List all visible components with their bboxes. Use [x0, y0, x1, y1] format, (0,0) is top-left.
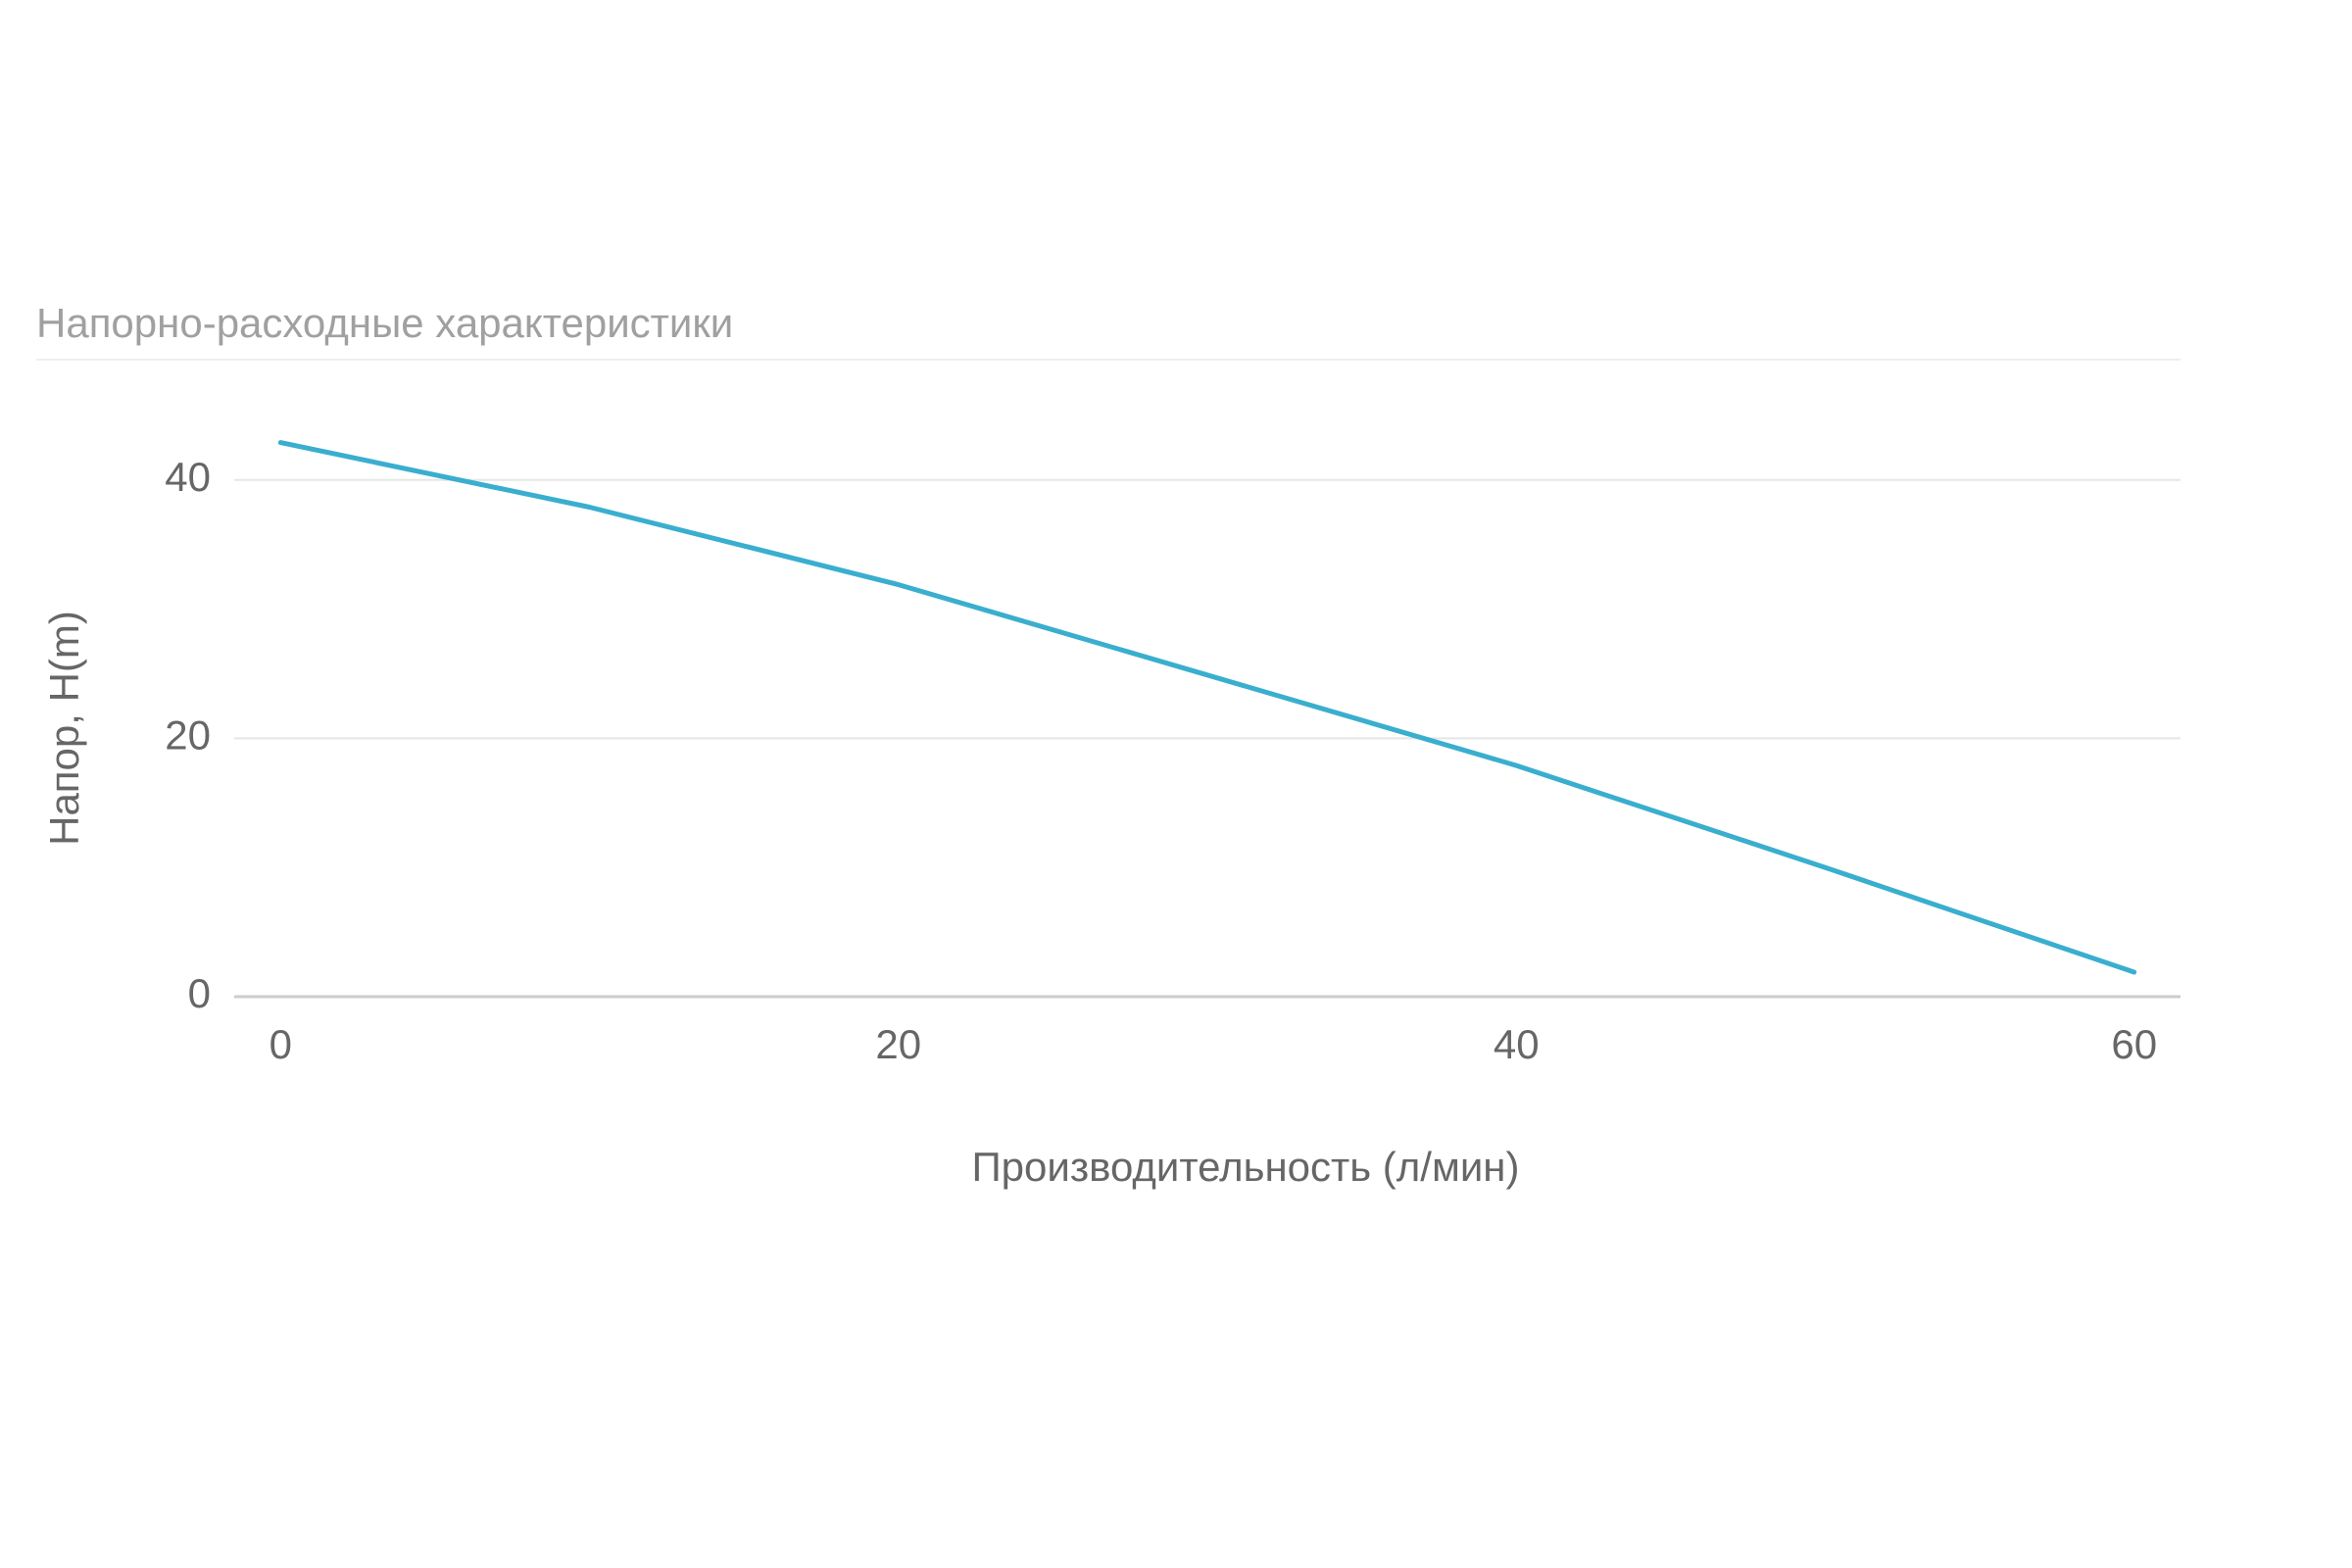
line-series [277, 440, 2137, 975]
x-tick-label: 0 [270, 1021, 292, 1067]
x-tick-label: 60 [2111, 1021, 2157, 1067]
x-axis-label: Производительность (л/мин) [971, 1144, 1519, 1190]
y-tick-label: 40 [165, 454, 211, 500]
y-tick-label: 20 [165, 711, 211, 758]
y-axis-label: Напор, H(m) [41, 611, 87, 846]
x-tick-label: 40 [1494, 1021, 1540, 1067]
chart-title: Напорно-расходные характеристики [36, 300, 733, 346]
y-tick-label: 0 [188, 970, 211, 1016]
x-tick-label: 20 [875, 1021, 921, 1067]
